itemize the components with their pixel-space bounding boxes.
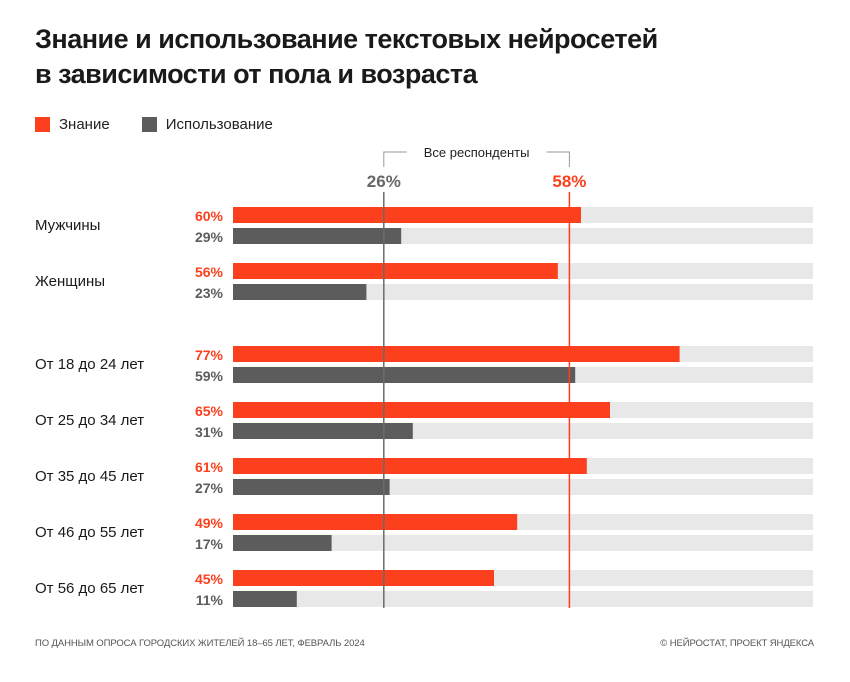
- category-label: От 46 до 55 лет: [35, 524, 144, 541]
- bar-knowledge: [233, 570, 494, 586]
- reference-bracket-label: Все респонденты: [424, 145, 530, 160]
- bar-knowledge: [233, 458, 587, 474]
- data-label-knowledge: 61%: [195, 459, 224, 475]
- bar-usage: [233, 228, 402, 244]
- bar-track: [233, 535, 813, 551]
- category-label: Мужчины: [35, 217, 100, 234]
- bar-knowledge: [233, 263, 558, 279]
- reference-bracket-right: [546, 151, 570, 167]
- bar-knowledge: [233, 402, 610, 418]
- category-label: От 25 до 34 лет: [35, 412, 144, 429]
- bar-usage: [233, 423, 413, 439]
- reference-label-knowledge: 58%: [552, 172, 586, 191]
- bar-usage: [233, 284, 367, 300]
- footer-credit: © НЕЙРОСТАТ, ПРОЕКТ ЯНДЕКСА: [660, 638, 814, 649]
- chart-title-line-2: в зависимости от пола и возраста: [35, 59, 478, 89]
- data-label-usage: 27%: [195, 480, 224, 496]
- category-label: От 35 до 45 лет: [35, 468, 144, 485]
- data-label-knowledge: 60%: [195, 208, 224, 224]
- footer-source: ПО ДАННЫМ ОПРОСА ГОРОДСКИХ ЖИТЕЛЕЙ 18–65…: [35, 638, 365, 649]
- data-label-knowledge: 56%: [195, 264, 224, 280]
- data-label-usage: 17%: [195, 536, 224, 552]
- data-label-usage: 11%: [196, 592, 224, 608]
- data-label-knowledge: 45%: [195, 571, 224, 587]
- bar-usage: [233, 591, 297, 607]
- data-label-knowledge: 49%: [195, 515, 224, 531]
- legend-swatch-knowledge: [35, 117, 50, 132]
- bar-knowledge: [233, 207, 581, 223]
- bar-track: [233, 591, 813, 607]
- data-label-usage: 23%: [195, 285, 224, 301]
- data-label-usage: 31%: [195, 424, 224, 440]
- chart-title: Знание и использование текстовых нейросе…: [35, 22, 658, 92]
- legend-label-usage: Использование: [165, 116, 273, 133]
- legend-swatch-usage: [141, 117, 157, 132]
- data-label-knowledge: 77%: [195, 347, 224, 363]
- legend-item-knowledge: Знание: [35, 116, 110, 133]
- reference-label-usage: 26%: [367, 172, 401, 191]
- chart-title-line-1: Знание и использование текстовых нейросе…: [35, 24, 658, 54]
- bar-knowledge: [233, 346, 680, 362]
- data-label-knowledge: 65%: [195, 403, 224, 419]
- legend-item-usage: Использование: [141, 116, 273, 133]
- data-label-usage: 59%: [195, 368, 224, 384]
- bar-knowledge: [233, 514, 518, 530]
- legend-label-knowledge: Знание: [59, 116, 110, 133]
- category-label: От 56 до 65 лет: [35, 580, 144, 597]
- reference-bracket-left: [383, 151, 407, 167]
- bar-usage: [233, 367, 576, 383]
- category-label: От 18 до 24 лет: [35, 356, 144, 373]
- bar-usage: [233, 479, 390, 495]
- category-label: Женщины: [35, 273, 105, 290]
- data-label-usage: 29%: [195, 229, 224, 245]
- legend: Знание Использование: [35, 116, 305, 133]
- bar-track: [233, 284, 813, 300]
- bar-usage: [233, 535, 332, 551]
